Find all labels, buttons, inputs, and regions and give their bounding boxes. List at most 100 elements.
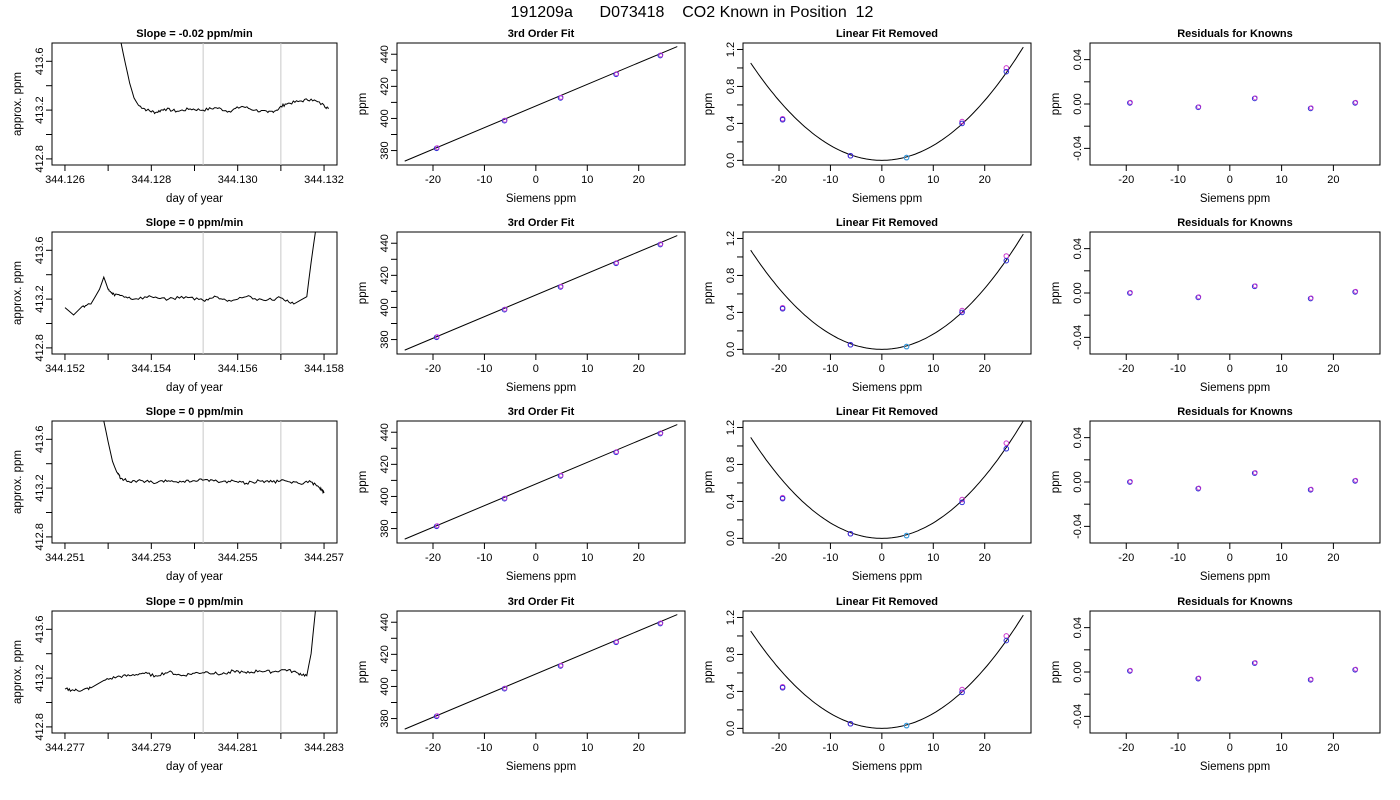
panel-6-y-tick-label: 380 — [379, 330, 391, 348]
panel-7-title: Linear Fit Removed — [836, 217, 938, 229]
panel-10-data-point-overlay — [434, 523, 440, 529]
panel-2-y-tick-label: 380 — [379, 141, 391, 159]
panel-12-data-point-overlay — [1128, 478, 1133, 484]
panel-6-x-tick-label: 10 — [581, 363, 593, 375]
panel-16-data-point-overlay — [1128, 667, 1133, 673]
panel-12-y-tick-label: -0.04 — [1072, 514, 1084, 539]
panel-15-plot-area — [750, 614, 1024, 729]
panel-14-data-point-overlay — [614, 639, 620, 645]
panel-11-plot-frame — [742, 420, 1032, 544]
panel-9-x-tick-label: 344.257 — [304, 552, 344, 564]
panel-15-x-tick-label: -10 — [822, 742, 838, 754]
panel-2-data-point-overlay — [658, 52, 664, 58]
panel-7-data-point-alt — [1003, 253, 1010, 259]
panel-3-data-point — [903, 154, 910, 161]
panel-12-y-tick-label: 0.00 — [1072, 471, 1084, 492]
panel-11-x-tick-label: -10 — [822, 552, 838, 564]
panel-12-x-tick-label: -20 — [1118, 552, 1134, 564]
panel-11-data-point — [903, 532, 910, 539]
panel-5-x-tick-label: 344.156 — [218, 363, 258, 375]
panel-13-x-tick-label: 344.277 — [45, 742, 85, 754]
panel-14-data-point-overlay — [558, 662, 564, 668]
chart-panel: Slope = 0 ppm/min 344.152 344.154 344.156 34… — [12, 217, 344, 394]
panel-14-x-axis-label: Siemens ppm — [506, 761, 576, 773]
panel-14-title: 3rd Order Fit — [508, 596, 575, 608]
panel-3-data-point-alt — [959, 118, 965, 125]
panel-11-x-tick-label: 10 — [927, 552, 939, 564]
panel-15-y-tick-label: 0.0 — [725, 721, 737, 736]
panel-15-title: Linear Fit Removed — [836, 596, 938, 608]
panel-7-data-point — [847, 341, 854, 348]
panel-15-data-point — [847, 720, 854, 727]
panel-13-x-axis-label: day of year — [166, 761, 223, 773]
panel-grid: Slope = -0.02 ppm/min 344.126 344.128 344.1… — [12, 28, 1381, 773]
panel-4-plot-area — [1127, 95, 1359, 112]
chart-panel: Linear Fit Removed -20 -10 0 10 20 0.0 0.4 0.8 1.… — [703, 28, 1032, 205]
chart-panel: Linear Fit Removed -20 -10 0 10 20 0.0 0.4 0.8 1.… — [703, 596, 1032, 773]
page-title: 191209a D073418 CO2 Known in Position 12 — [511, 4, 874, 21]
panel-15-data-point — [903, 722, 910, 729]
panel-9-y-tick-label: 413.2 — [34, 474, 46, 502]
panel-7-fit-curve — [750, 233, 1024, 350]
panel-12-data-point-overlay — [1308, 486, 1314, 492]
panel-2-x-tick-label: 0 — [533, 174, 539, 186]
panel-6-x-tick-label: -10 — [476, 363, 492, 375]
panel-1-y-tick-label: 412.8 — [34, 145, 46, 173]
panel-1-x-tick-label: 344.132 — [304, 174, 344, 186]
panel-13-y-tick-label: 413.6 — [34, 616, 46, 644]
panel-11-data-point — [779, 495, 786, 502]
panel-8-plot-area — [1127, 283, 1359, 302]
panel-14-x-tick-label: -10 — [476, 742, 492, 754]
panel-1-y-axis-label: approx. ppm — [12, 72, 24, 136]
panel-9-y-tick-label: 413.6 — [34, 426, 46, 454]
panel-6-x-axis-label: Siemens ppm — [506, 382, 576, 394]
panel-5-x-axis-label: day of year — [166, 382, 223, 394]
panel-2-plot-frame — [396, 42, 686, 166]
panel-3-y-tick-label: 0.8 — [725, 79, 737, 94]
panel-4-x-tick-label: 0 — [1227, 174, 1233, 186]
panel-8-data-point-overlay — [1252, 283, 1258, 289]
panel-14-plot-area — [404, 614, 678, 730]
chart-panel: 3rd Order Fit -20 -10 0 10 20 380 400 420 440 Siem… — [357, 217, 686, 394]
panel-9-x-tick-label: 344.255 — [218, 552, 258, 564]
panel-2-x-axis-label: Siemens ppm — [506, 193, 576, 205]
panel-12-data-point-overlay — [1196, 485, 1202, 491]
panel-12-y-axis-label: ppm — [1050, 471, 1062, 493]
panel-8-x-tick-label: -20 — [1118, 363, 1134, 375]
panel-9-plot-area — [103, 421, 325, 543]
panel-8-y-tick-label: 0.00 — [1072, 282, 1084, 303]
panel-3-plot-frame — [742, 42, 1032, 166]
panel-12-y-tick-label: 0.04 — [1072, 427, 1084, 448]
panel-7-y-tick-label: 0.4 — [725, 305, 737, 320]
panel-6-data-point-overlay — [502, 306, 508, 312]
panel-11-x-tick-label: -20 — [771, 552, 787, 564]
chart-panel: Linear Fit Removed -20 -10 0 10 20 0.0 0.4 0.8 1.… — [703, 406, 1032, 583]
panel-7-plot-frame — [742, 231, 1032, 355]
panel-16-x-tick-label: -20 — [1118, 742, 1134, 754]
panel-15-data-point-alt — [959, 686, 965, 693]
panel-3-x-tick-label: 20 — [979, 174, 991, 186]
panel-4-x-tick-label: -10 — [1170, 174, 1186, 186]
panel-14-fit-line — [404, 614, 678, 730]
panel-2-data-point-overlay — [614, 71, 620, 77]
panel-8-x-tick-label: 20 — [1327, 363, 1339, 375]
panel-11-title: Linear Fit Removed — [836, 406, 938, 418]
panel-1-plot-area — [120, 43, 329, 165]
panel-10-data-point-overlay — [614, 449, 620, 455]
panel-2-plot-area — [404, 46, 678, 162]
panel-5-y-axis-label: approx. ppm — [12, 261, 24, 325]
panel-12-title: Residuals for Knowns — [1177, 406, 1293, 418]
panel-11-x-tick-label: 0 — [879, 552, 885, 564]
chart-panel: Linear Fit Removed -20 -10 0 10 20 0.0 0.4 0.8 1.… — [703, 217, 1032, 394]
panel-5-plot-area — [64, 232, 316, 354]
panel-12-plot-area — [1127, 470, 1359, 493]
panel-10-x-tick-label: -10 — [476, 552, 492, 564]
panel-16-y-axis-label: ppm — [1050, 661, 1062, 683]
panel-8-y-axis-label: ppm — [1050, 282, 1062, 304]
panel-13-title: Slope = 0 ppm/min — [146, 596, 244, 608]
panel-14-y-axis-label: ppm — [357, 661, 369, 683]
panel-16-title: Residuals for Knowns — [1177, 596, 1293, 608]
panel-16-x-tick-label: 20 — [1327, 742, 1339, 754]
panel-15-y-tick-label: 0.8 — [725, 647, 737, 662]
